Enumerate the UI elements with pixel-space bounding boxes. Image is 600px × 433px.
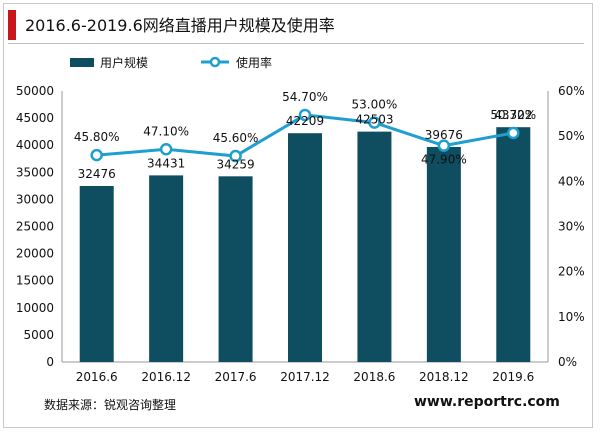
y-right-tick-label: 20% (558, 265, 585, 279)
bar-user-scale (496, 127, 531, 362)
legend-item-bar: 用户规模 (70, 54, 148, 71)
website-watermark: www.reportrc.com (414, 394, 560, 410)
legend-item-line: 使用率 (200, 54, 272, 71)
rate-value-label: 47.90% (421, 153, 467, 167)
x-tick-label: 2017.12 (280, 370, 330, 384)
bar-user-scale (218, 176, 253, 362)
usage-rate-point (507, 126, 520, 140)
y-left-tick-label: 30000 (16, 192, 54, 206)
rate-value-label: 45.60% (213, 131, 259, 145)
rate-value-label: 45.80% (74, 130, 120, 144)
y-left-tick-label: 0 (46, 355, 54, 369)
legend-line-label: 使用率 (236, 55, 273, 70)
bar-value-label: 43322 (494, 108, 532, 122)
y-left-tick-label: 45000 (16, 111, 54, 125)
y-left-tick-label: 5000 (23, 328, 54, 342)
y-right-tick-label: 60% (558, 84, 585, 98)
x-tick-label: 2016.12 (141, 370, 191, 384)
y-left-tick-label: 40000 (16, 138, 54, 152)
x-tick-label: 2018.6 (353, 370, 395, 384)
usage-rate-point (437, 139, 451, 152)
chart-title: 2016.6-2019.6网络直播用户规模及使用率 (25, 16, 335, 35)
y-left-tick-label: 35000 (16, 165, 54, 179)
y-left-tick-label: 20000 (16, 247, 54, 261)
bar-user-scale (357, 131, 392, 362)
y-left-tick-label: 50000 (16, 84, 54, 98)
rate-value-label: 50.70% (490, 108, 536, 122)
y-left-tick-label: 15000 (16, 274, 54, 288)
y-right-tick-label: 10% (558, 310, 585, 324)
y-right-tick-label: 30% (558, 220, 585, 234)
legend-bar-label: 用户规模 (100, 55, 149, 70)
legend-bar-swatch-icon (70, 57, 94, 67)
rate-value-label: 47.10% (143, 124, 189, 138)
x-tick-label: 2018.12 (419, 370, 469, 384)
usage-rate-point (159, 143, 173, 156)
legend-line-marker-icon (201, 56, 230, 68)
bar-value-label: 34431 (147, 156, 185, 170)
chart-legend: 用户规模 使用率 (70, 52, 272, 72)
bar-value-label: 42503 (355, 113, 393, 127)
title-accent-bar (8, 10, 16, 40)
x-tick-label: 2019.6 (492, 370, 534, 384)
rate-value-label: 53.00% (352, 98, 398, 112)
bar-user-scale (426, 146, 461, 362)
x-tick-label: 2017.6 (215, 370, 257, 384)
y-left-tick-label: 10000 (16, 301, 54, 315)
bar-value-label: 34259 (216, 157, 254, 171)
usage-rate-point (90, 148, 103, 162)
bar-value-label: 32476 (78, 167, 116, 181)
bar-value-label: 42209 (286, 114, 324, 128)
y-right-tick-label: 40% (558, 174, 585, 188)
x-tick-label: 2016.6 (76, 370, 118, 384)
title-divider (8, 43, 584, 44)
data-source-note: 数据来源：锐观咨询整理 (44, 398, 177, 412)
bar-user-scale (149, 175, 184, 362)
usage-rate-point (368, 116, 381, 129)
bar-user-scale (79, 185, 114, 362)
y-left-tick-label: 25000 (16, 220, 54, 234)
y-right-tick-label: 50% (558, 129, 585, 143)
bar-user-scale (288, 133, 322, 362)
bar-value-label: 39676 (425, 128, 463, 142)
usage-rate-point (229, 149, 242, 163)
y-right-tick-label: 0% (558, 355, 577, 369)
rate-value-label: 54.70% (282, 90, 328, 104)
usage-rate-point (298, 108, 312, 122)
